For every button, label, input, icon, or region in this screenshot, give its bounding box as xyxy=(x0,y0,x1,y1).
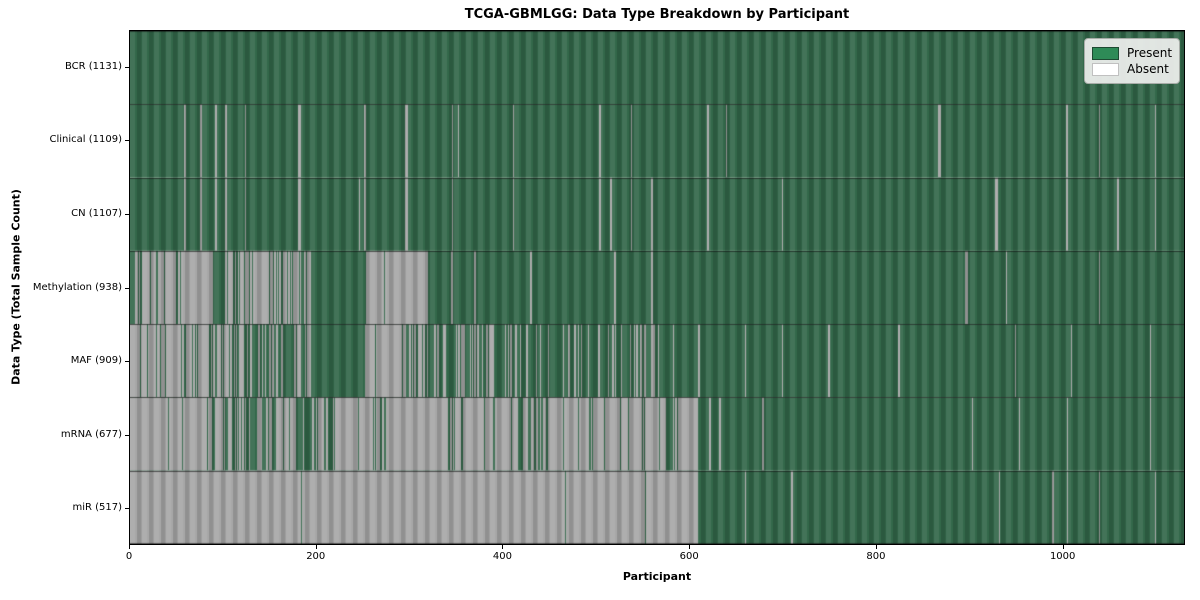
x-tick-label-0: 0 xyxy=(125,551,133,562)
y-tick-label-BCR: BCR (1131) xyxy=(64,60,122,72)
legend: Present Absent xyxy=(1084,38,1180,84)
x-tick-mark xyxy=(129,545,130,549)
plot-area xyxy=(129,30,1185,545)
y-tick-mark xyxy=(125,435,129,436)
heatmap-canvas xyxy=(130,31,1184,544)
absent-swatch-icon xyxy=(1092,62,1119,76)
legend-label-present: Present xyxy=(1127,46,1173,60)
legend-item-present: Present xyxy=(1092,46,1173,60)
legend-item-absent: Absent xyxy=(1092,62,1171,76)
x-tick-label-200: 200 xyxy=(306,551,326,562)
x-tick-mark xyxy=(1063,545,1064,549)
x-tick-mark xyxy=(316,545,317,549)
x-tick-label-400: 400 xyxy=(492,551,513,562)
x-tick-label-800: 800 xyxy=(866,551,886,562)
x-tick-mark xyxy=(502,545,503,549)
y-tick-label-CN: CN (1107) xyxy=(71,207,122,219)
x-tick-mark xyxy=(876,545,877,549)
y-tick-label-mRNA: mRNA (677) xyxy=(60,428,122,440)
y-tick-label-Methylation: Methylation (938) xyxy=(32,281,122,293)
x-axis-label: Participant xyxy=(622,570,692,583)
y-tick-mark xyxy=(125,214,129,215)
y-tick-mark xyxy=(125,140,129,141)
present-swatch-icon xyxy=(1092,46,1119,60)
legend-label-absent: Absent xyxy=(1127,62,1169,76)
y-tick-label-miR: miR (517) xyxy=(72,502,122,514)
y-tick-mark xyxy=(125,288,129,289)
y-tick-mark xyxy=(125,67,129,68)
x-tick-label-1000: 1000 xyxy=(1049,551,1076,562)
y-tick-mark xyxy=(125,508,129,509)
y-tick-label-MAF: MAF (909) xyxy=(70,355,122,367)
x-tick-label-600: 600 xyxy=(679,551,699,562)
x-tick-mark xyxy=(689,545,690,549)
y-tick-mark xyxy=(125,361,129,362)
chart-title: TCGA-GBMLGG: Data Type Breakdown by Part… xyxy=(464,7,850,22)
y-tick-label-Clinical: Clinical (1109) xyxy=(49,134,123,146)
